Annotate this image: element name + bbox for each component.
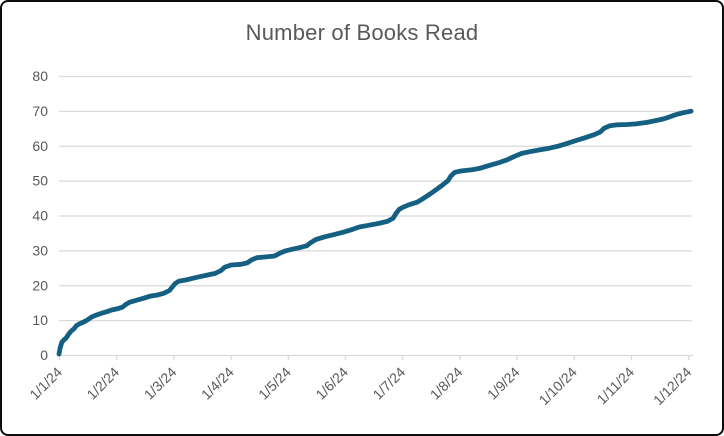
x-axis-tick-label: 1/5/24 xyxy=(255,364,294,403)
chart-title: Number of Books Read xyxy=(245,20,479,45)
x-axis-tick-label: 1/2/24 xyxy=(83,364,122,403)
x-axis-tick-label: 1/9/24 xyxy=(484,364,523,403)
x-axis-tick-label: 1/8/24 xyxy=(427,364,466,403)
x-axis-tick-label: 1/4/24 xyxy=(198,364,237,403)
books-read-series-line xyxy=(56,108,694,357)
x-axis-tick-label: 1/10/24 xyxy=(536,364,580,408)
x-axis-tick-label: 1/1/24 xyxy=(26,364,65,403)
x-axis-tick-label: 1/3/24 xyxy=(141,364,180,403)
y-axis-tick-label: 20 xyxy=(32,277,48,293)
y-axis-tick-label: 40 xyxy=(32,208,48,224)
y-axis-tick-label: 30 xyxy=(32,242,48,258)
y-axis-tick-label: 50 xyxy=(32,173,48,189)
y-axis-tick-label: 80 xyxy=(32,68,48,84)
y-axis-tick-label: 0 xyxy=(40,347,48,363)
x-axis-tick-label: 1/7/24 xyxy=(369,364,408,403)
y-axis-tick-label: 60 xyxy=(32,138,48,154)
x-axis-tick-label: 1/6/24 xyxy=(312,364,351,403)
y-axis-tick-label: 70 xyxy=(32,103,48,119)
x-axis-tick-label: 1/12/24 xyxy=(650,364,694,408)
x-axis-tick-label: 1/11/24 xyxy=(594,364,638,408)
y-axis-tick-label: 10 xyxy=(32,312,48,328)
